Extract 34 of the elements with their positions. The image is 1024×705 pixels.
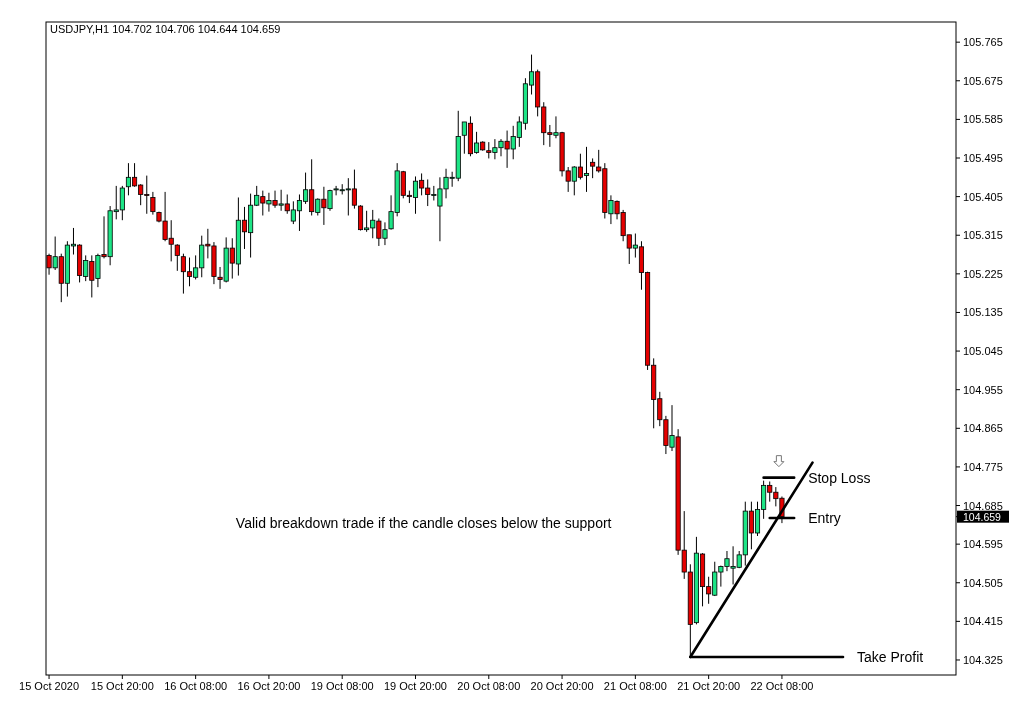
chart-title: USDJPY,H1 104.702 104.706 104.644 104.659 bbox=[50, 23, 281, 35]
x-tick-label: 20 Oct 20:00 bbox=[530, 680, 594, 692]
x-tick-label: 22 Oct 08:00 bbox=[750, 680, 814, 692]
legend-label: Take Profit bbox=[857, 648, 924, 665]
y-tick-label: 105.585 bbox=[963, 113, 1003, 126]
y-tick-label: 105.495 bbox=[963, 152, 1003, 165]
series-label: Stop Loss bbox=[808, 469, 871, 486]
y-tick-label: 104.685 bbox=[963, 499, 1003, 512]
x-tick-label: 21 Oct 08:00 bbox=[603, 680, 667, 692]
y-tick-label: 104.955 bbox=[963, 383, 1003, 396]
y-tick-label: 104.595 bbox=[963, 538, 1003, 551]
y-tick-label: 105.045 bbox=[963, 345, 1003, 358]
x-tick-label: 16 Oct 20:00 bbox=[237, 680, 301, 692]
y-tick-label: 104.775 bbox=[963, 460, 1003, 473]
y-tick-label: 105.675 bbox=[963, 74, 1003, 87]
x-tick-label: 20 Oct 08:00 bbox=[457, 680, 521, 692]
y-tick-label: 105.765 bbox=[963, 36, 1003, 49]
y-tick-label: 104.505 bbox=[963, 576, 1003, 589]
series-label: Entry bbox=[808, 509, 841, 526]
x-tick-label: 15 Oct 2020 bbox=[19, 680, 80, 692]
y-tick-label: 105.225 bbox=[963, 267, 1003, 280]
y-tick-label: 104.865 bbox=[963, 422, 1003, 435]
y-tick-label: 105.405 bbox=[963, 190, 1003, 203]
y-tick-label: 104.659 bbox=[963, 510, 1002, 523]
x-tick-label: 19 Oct 08:00 bbox=[310, 680, 374, 692]
x-tick-label: 15 Oct 20:00 bbox=[90, 680, 154, 692]
y-tick-label: 104.415 bbox=[963, 615, 1003, 628]
y-tick-label: 105.315 bbox=[963, 229, 1003, 242]
annotation: Valid breakdown trade if the candle closes below the support bbox=[235, 515, 612, 532]
x-tick-label: 21 Oct 20:00 bbox=[677, 680, 741, 692]
y-tick-label: 105.135 bbox=[963, 306, 1003, 319]
x-tick-label: 16 Oct 08:00 bbox=[164, 680, 228, 692]
x-tick-label: 19 Oct 20:00 bbox=[384, 680, 447, 692]
y-tick-label: 104.325 bbox=[963, 653, 1003, 666]
